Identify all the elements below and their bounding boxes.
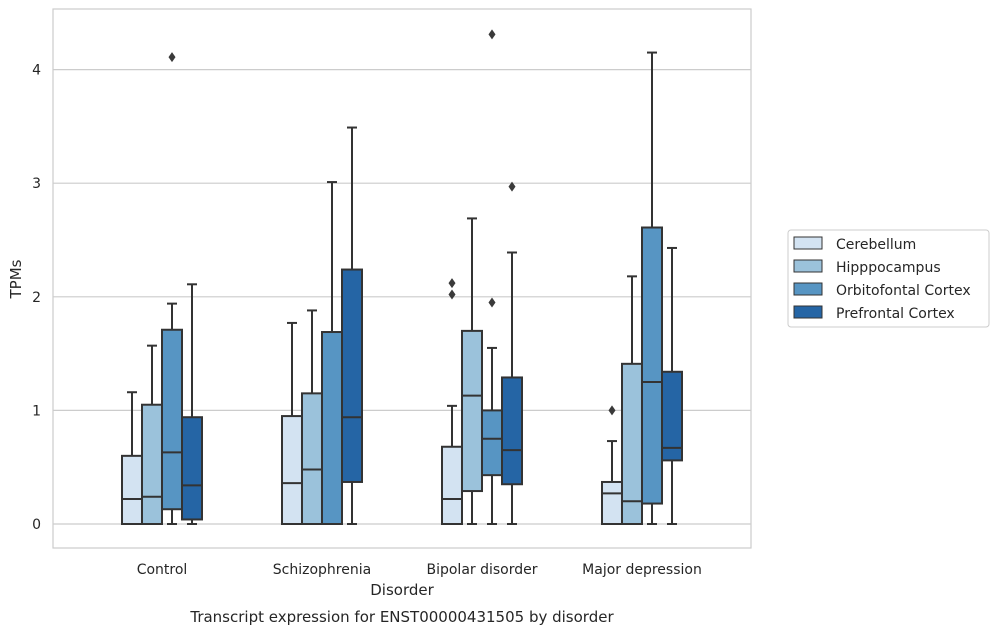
legend-label: Orbitofontal Cortex: [836, 283, 971, 299]
box-prefrontal-cortex: [181, 283, 203, 525]
iqr-box: [641, 226, 663, 505]
y-axis-ticks: 0 1 2 3 4: [32, 63, 41, 533]
iqr-box: [621, 362, 643, 525]
outlier-point: [508, 181, 516, 192]
y-tick-label: 3: [32, 176, 41, 192]
legend-swatch: [793, 282, 823, 296]
iqr-box: [321, 331, 343, 525]
box-hipppocampus: [141, 344, 163, 525]
box-orbitofontal-cortex: [321, 181, 343, 525]
box-hipppocampus: [621, 275, 643, 525]
box-cerebellum: [441, 278, 463, 526]
legend-label: Cerebellum: [836, 237, 916, 253]
y-tick-label: 2: [32, 290, 41, 306]
box-hipppocampus: [461, 217, 483, 525]
x-tick-label: Bipolar disorder: [426, 562, 537, 578]
legend-swatch: [793, 305, 823, 319]
legend-swatch: [793, 236, 823, 250]
legend: Cerebellum Hipppocampus Orbitofontal Corte…: [787, 229, 990, 328]
outlier-point: [448, 278, 456, 289]
y-tick-label: 1: [32, 403, 41, 419]
legend-frame: [787, 229, 990, 328]
iqr-box: [341, 268, 363, 483]
box-orbitofontal-cortex: [481, 29, 503, 525]
outlier-point: [488, 297, 496, 308]
plot-frame: [52, 8, 752, 549]
box-hipppocampus: [301, 309, 323, 525]
iqr-box: [461, 329, 483, 493]
box-orbitofontal-cortex: [161, 52, 183, 525]
box-prefrontal-cortex: [661, 246, 683, 525]
y-tick-label: 4: [32, 63, 41, 79]
chart-title: Transcript expression for ENST0000043150…: [189, 608, 614, 626]
y-axis-label: TPMs: [7, 259, 25, 299]
iqr-box: [121, 454, 143, 525]
outlier-point: [608, 405, 616, 416]
iqr-box: [281, 415, 303, 525]
x-axis-ticks: Control Schizophrenia Bipolar disorder Majo…: [137, 562, 702, 578]
box-cerebellum: [281, 321, 303, 525]
outlier-point: [448, 289, 456, 300]
outlier-point: [488, 29, 496, 40]
box-prefrontal-cortex: [341, 126, 363, 525]
box-cerebellum: [601, 405, 623, 525]
outlier-point: [168, 52, 176, 63]
iqr-box: [161, 328, 183, 511]
iqr-box: [441, 445, 463, 526]
iqr-box: [481, 409, 503, 477]
iqr-box: [141, 403, 163, 525]
y-tick-label: 0: [32, 517, 41, 533]
box-groups: [121, 29, 683, 526]
iqr-box: [501, 376, 523, 486]
legend-label: Prefrontal Cortex: [836, 306, 955, 322]
iqr-box: [181, 416, 203, 521]
x-tick-label: Major depression: [582, 562, 702, 578]
box-orbitofontal-cortex: [641, 51, 663, 525]
x-axis-label: Disorder: [370, 581, 434, 599]
x-tick-label: Control: [137, 562, 188, 578]
iqr-box: [301, 392, 323, 525]
box-cerebellum: [121, 391, 143, 525]
legend-swatch: [793, 259, 823, 273]
x-tick-label: Schizophrenia: [273, 562, 371, 578]
iqr-box: [601, 480, 623, 525]
iqr-box: [661, 370, 683, 462]
legend-label: Hipppocampus: [836, 260, 941, 276]
box-prefrontal-cortex: [501, 181, 523, 525]
